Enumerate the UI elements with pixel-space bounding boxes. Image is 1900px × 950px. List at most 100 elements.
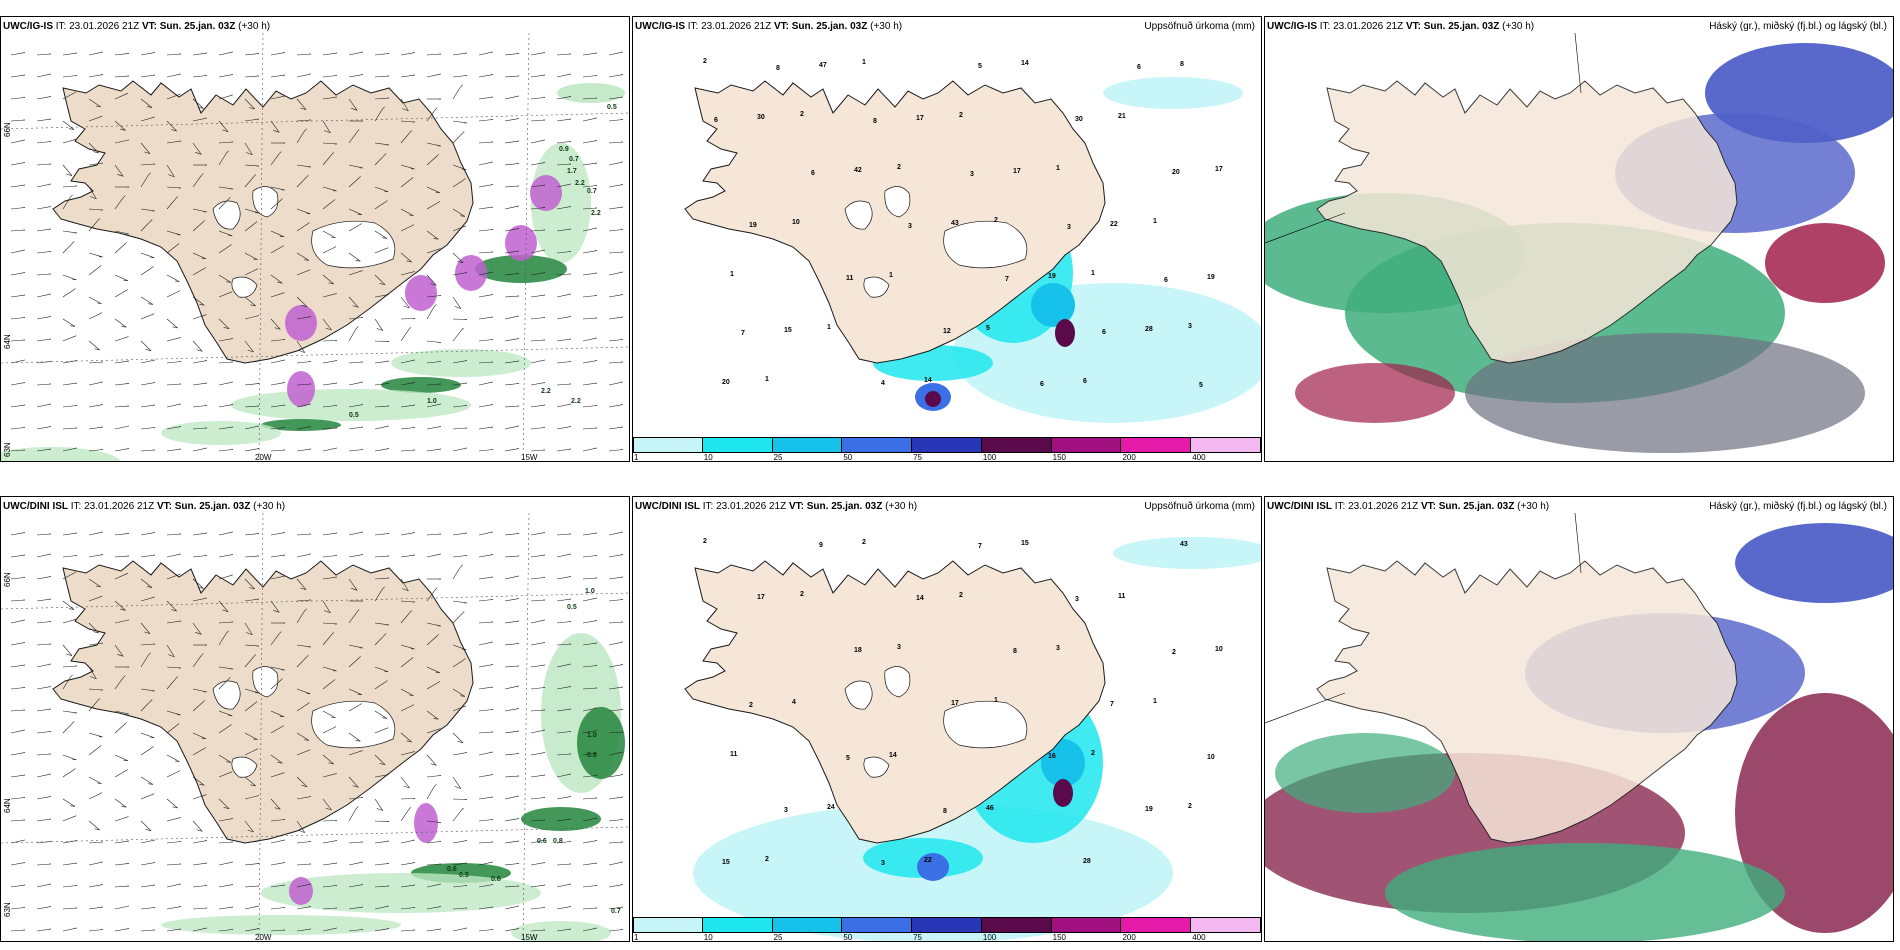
precip-band-1 [1103,77,1243,109]
iceland-landmass [1316,560,1738,844]
panel-title: Háský (gr.), miðský (fj.bl.) og lágský (… [1709,501,1887,512]
value-label: 7 [741,330,745,337]
value-label: 2 [703,538,707,545]
precip-light [1,447,121,461]
value-label: 18 [854,647,862,654]
value-label: 20 [722,379,730,386]
value-label: 21 [1118,113,1126,120]
value-label: 2 [1091,750,1095,757]
value-label: 15 [784,327,792,334]
value-label: 0.6 [447,866,457,873]
value-label: 0.5 [607,104,617,111]
value-label: 6 [714,117,718,124]
precip-band-1 [1113,537,1261,569]
colorbar-swatch [981,437,1052,453]
value-label: 6 [1083,378,1087,385]
valid-time: Sun. 25.jan. 03Z [791,21,868,32]
value-label: 19 [1145,806,1153,813]
value-label: 1 [994,697,998,704]
glacier [844,200,873,230]
colorbar-swatch [1051,917,1122,933]
precip-band-100 [925,391,941,407]
colorbar-swatch [1051,437,1122,453]
glacier [863,276,890,298]
lat-label-63n: 63N [3,442,12,457]
graticule [1,33,629,461]
value-label: 0.5 [567,604,577,611]
value-label: 30 [757,114,765,121]
value-label: 2 [800,591,804,598]
colorbar-swatch [981,917,1052,933]
low-cloud [1275,733,1455,813]
coastline [1316,560,1738,844]
precipitation-map: 2222131121111141421171015683042431928204… [684,58,1261,423]
value-label: 7 [1110,701,1114,708]
colorbar-tick: 200 [1122,453,1136,462]
lat-label-64n: 64N [3,334,12,349]
glacier [311,700,396,749]
value-label: 1 [889,272,893,279]
value-label: 9 [819,542,823,549]
value-label: 2 [959,592,963,599]
panel-header: UWC/IG-IS IT: 23.01.2026 21Z VT: Sun. 25… [635,21,902,32]
value-label: 0.5 [459,872,469,879]
iceland-landmass [684,560,1106,844]
mid-cloud [1735,523,1893,603]
model-name: UWC/DINI ISL [1267,501,1332,512]
colorbar-tick: 50 [843,933,853,942]
value-label: 43 [951,220,959,227]
colorbar-tick: 1 [634,453,639,462]
value-label: 17 [951,700,959,707]
value-label: 1.7 [567,168,577,175]
value-label: 46 [986,805,994,812]
snow-core [285,305,317,341]
value-label: 14 [1021,60,1029,67]
it-label: IT: [702,501,714,512]
it-label: IT: [1319,21,1331,32]
value-label: 1 [827,324,831,331]
wind-barbs [10,531,624,932]
value-label: 17 [757,594,765,601]
lead-time: (+30 h) [1502,21,1535,32]
glacier [844,680,873,710]
model-name: UWC/IG-IS [3,21,53,32]
iceland-landmass [684,80,1106,364]
value-label: 2.2 [541,388,551,395]
colorbar-tick: 150 [1052,453,1067,462]
value-label: 11 [730,751,738,758]
precip-value-labels: 2231222223111242215111041446284317181716… [703,538,1223,867]
colorbar-swatch [1121,437,1192,453]
value-label: 1 [1153,698,1157,705]
precip-light [557,83,625,103]
model-name: UWC/IG-IS [1267,21,1317,32]
value-label: 15 [722,859,730,866]
precip-value-labels: 2222131121111141421171015683042431928204… [703,58,1223,389]
lat-label-66n: 66N [3,572,12,587]
snow-core [455,255,487,291]
vt-label: VT: [788,501,804,512]
value-label: 14 [889,752,897,759]
lat-label-66n: 66N [3,122,12,137]
value-label: 0.8 [553,838,563,845]
precip-light [531,143,591,263]
colorbar-tick: 400 [1192,453,1206,462]
glacier [943,220,1028,269]
value-label: 1.0 [427,398,437,405]
value-label: 3 [970,171,974,178]
value-label: 30 [1075,116,1083,123]
value-label: 2 [749,702,753,709]
value-label: 0.6 [491,876,501,883]
value-label: 19 [749,222,757,229]
glacier [884,666,911,698]
high-cloud-dense [1765,223,1885,303]
wind-barb-map: 0.50.90.71.72.20.72.21.02.20.52.2 [1,33,629,461]
panel-header: UWC/DINI ISL IT: 23.01.2026 21Z VT: Sun.… [1267,501,1549,512]
panel-header: UWC/IG-IS IT: 23.01.2026 21Z VT: Sun. 25… [1267,21,1534,32]
value-label: 22 [1110,221,1118,228]
value-label: 2 [1172,649,1176,656]
value-label: 17 [1215,166,1223,173]
lon-label-15w: 15W [521,453,538,462]
valid-time: Sun. 25.jan. 03Z [174,501,251,512]
value-label: 10 [1207,754,1215,761]
glacier [311,220,396,269]
